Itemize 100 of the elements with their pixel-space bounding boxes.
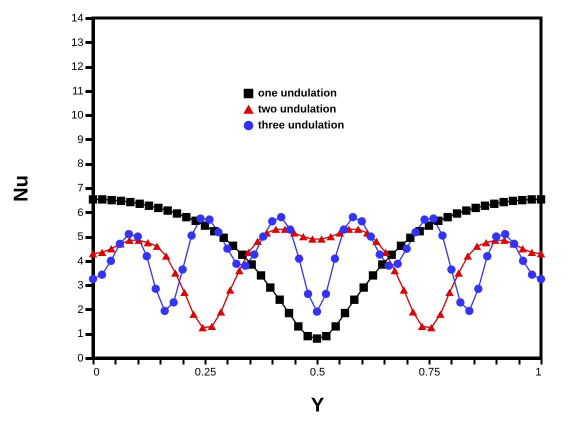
x-tick-label: 0.5 [310, 366, 326, 378]
point [536, 274, 546, 284]
point [304, 290, 312, 298]
point [445, 288, 454, 296]
y-tick-label: 5 [77, 231, 84, 244]
point [108, 196, 116, 204]
point [124, 230, 134, 238]
y-tick-label: 8 [77, 158, 84, 170]
point [88, 250, 98, 258]
point [180, 288, 189, 296]
point [253, 238, 262, 246]
point [350, 296, 358, 304]
y-tick-label: 4 [77, 255, 84, 268]
y-tick-label: 12 [71, 61, 84, 74]
point [508, 196, 518, 206]
point [266, 283, 274, 292]
point [88, 274, 98, 284]
point [178, 265, 187, 274]
point [198, 324, 207, 332]
point [322, 290, 330, 298]
point [220, 234, 228, 242]
point [472, 204, 480, 212]
point [454, 269, 463, 277]
point [169, 298, 178, 307]
point [348, 212, 358, 222]
point [250, 250, 258, 259]
point [429, 214, 438, 223]
point [276, 296, 284, 304]
point [483, 252, 492, 260]
point [436, 310, 445, 318]
y-tick-label: 14 [71, 12, 84, 24]
point [216, 308, 226, 316]
point [384, 262, 393, 270]
point [232, 260, 241, 268]
legend-label: three undulation [258, 120, 344, 132]
point [241, 262, 250, 270]
point [492, 232, 500, 241]
point [304, 332, 312, 340]
point [214, 228, 223, 236]
point [518, 245, 527, 252]
point [528, 248, 536, 256]
point [336, 229, 344, 237]
point [144, 202, 154, 210]
point [272, 226, 280, 233]
legend-label: one undulation [258, 88, 338, 100]
y-tick-label: 3 [77, 280, 84, 292]
point [528, 195, 536, 204]
point [490, 200, 498, 208]
point [164, 206, 172, 215]
point [144, 239, 152, 246]
point [134, 232, 142, 241]
y-axis-title: Nu [10, 175, 32, 202]
point [408, 308, 418, 316]
point [259, 232, 268, 241]
point [340, 225, 348, 234]
point [330, 254, 340, 263]
point [464, 252, 472, 260]
point [98, 248, 106, 256]
point [536, 195, 546, 204]
point [317, 235, 326, 243]
point [312, 307, 322, 316]
point [308, 235, 317, 243]
y-tick-label: 9 [77, 134, 84, 146]
point [98, 195, 106, 204]
point [172, 209, 182, 218]
point [106, 256, 116, 266]
point [294, 322, 302, 331]
point [142, 252, 151, 260]
point [465, 306, 474, 316]
point [500, 198, 508, 206]
point [294, 254, 304, 263]
point [208, 322, 216, 330]
point [171, 269, 180, 277]
point [268, 217, 276, 226]
point [284, 308, 294, 318]
x-tick-label: 0.75 [418, 366, 440, 378]
point [372, 238, 381, 246]
x-tick-label: 0 [94, 366, 100, 378]
point [420, 215, 429, 224]
point [238, 250, 246, 259]
point [500, 230, 510, 238]
point [290, 229, 298, 237]
point [189, 310, 198, 318]
point [286, 225, 294, 234]
point [154, 204, 162, 212]
x-tick-label: 0.25 [194, 366, 216, 378]
point [162, 252, 170, 260]
point [402, 244, 411, 253]
point [418, 322, 426, 330]
legend-label: two undulation [258, 104, 336, 116]
point [312, 334, 322, 343]
point [205, 215, 214, 224]
x-tick-label: 1 [535, 366, 542, 378]
y-tick-label: 0 [77, 352, 84, 364]
point [528, 270, 536, 279]
point [438, 231, 447, 240]
point [388, 250, 396, 259]
point [462, 206, 470, 215]
point [187, 231, 196, 240]
point [226, 286, 234, 294]
